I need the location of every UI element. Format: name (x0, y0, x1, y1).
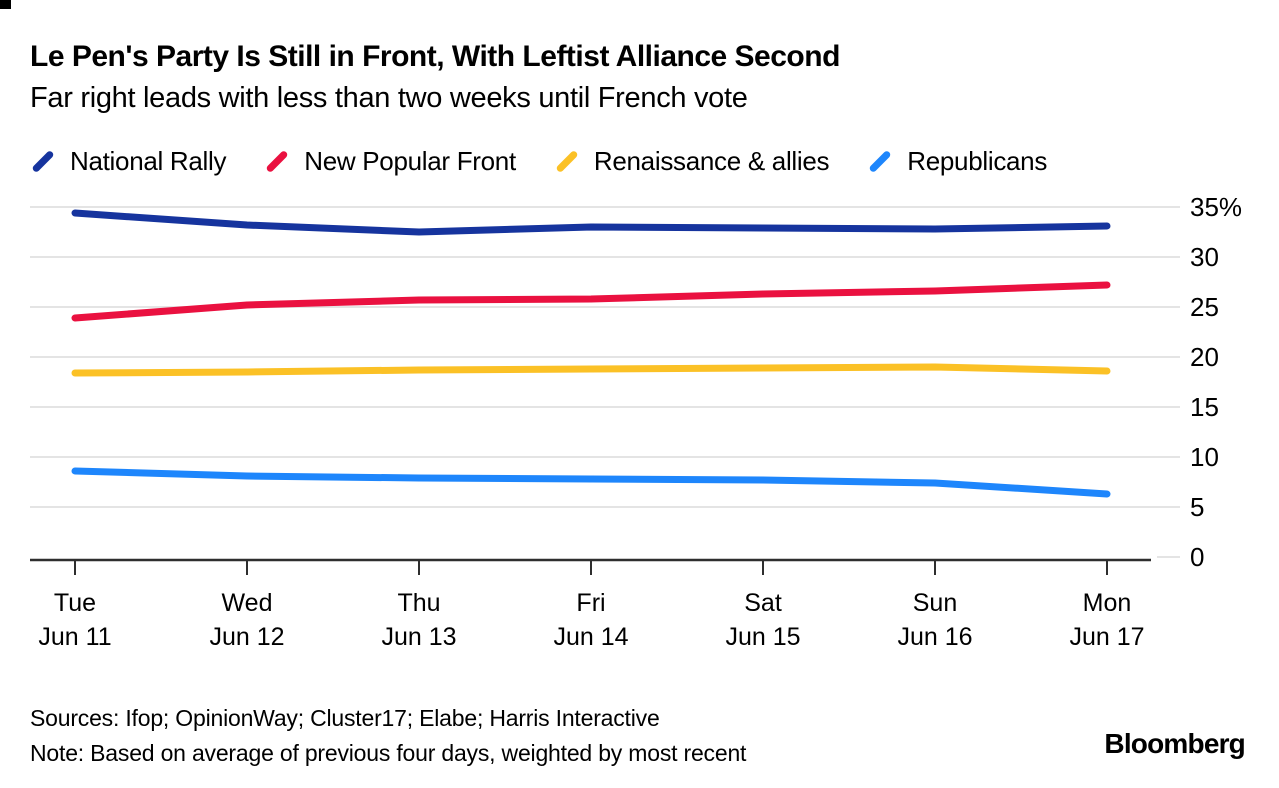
svg-text:Jun 16: Jun 16 (897, 623, 972, 651)
svg-text:Jun 15: Jun 15 (725, 623, 800, 651)
legend-item-republicans: Republicans (867, 146, 1047, 177)
svg-text:10: 10 (1190, 442, 1219, 472)
chart-subtitle: Far right leads with less than two weeks… (30, 82, 748, 114)
svg-text:Tue: Tue (54, 589, 96, 617)
svg-text:Fri: Fri (576, 589, 605, 617)
svg-text:Wed: Wed (222, 589, 273, 617)
svg-text:20: 20 (1190, 342, 1219, 372)
svg-text:5: 5 (1190, 492, 1204, 522)
svg-text:15: 15 (1190, 392, 1219, 422)
bloomberg-logo: Bloomberg (1104, 728, 1245, 759)
sources-text: Sources: Ifop; OpinionWay; Cluster17; El… (30, 705, 660, 731)
svg-text:0: 0 (1190, 542, 1204, 572)
svg-text:Mon: Mon (1083, 589, 1132, 617)
svg-text:Jun 17: Jun 17 (1069, 623, 1144, 651)
svg-text:Sun: Sun (913, 589, 957, 617)
svg-text:Jun 11: Jun 11 (38, 623, 111, 651)
svg-text:25: 25 (1190, 292, 1219, 322)
legend-item-renaissance: Renaissance & allies (554, 146, 830, 177)
chart-title: Le Pen's Party Is Still in Front, With L… (30, 40, 840, 73)
legend-item-national-rally: National Rally (30, 146, 227, 177)
corner-mark (0, 0, 11, 9)
svg-text:35%: 35% (1190, 192, 1242, 222)
svg-text:Thu: Thu (397, 589, 440, 617)
note-text: Note: Based on average of previous four … (30, 740, 747, 766)
legend-label: New Popular Front (304, 146, 516, 176)
legend-item-new-popular-front: New Popular Front (264, 146, 516, 177)
legend-label: Renaissance & allies (593, 146, 830, 176)
svg-text:Sat: Sat (744, 589, 782, 617)
legend: National Rally New Popular Front Renaiss… (30, 146, 1047, 177)
svg-text:Jun 13: Jun 13 (381, 623, 456, 651)
svg-text:Jun 12: Jun 12 (209, 623, 284, 651)
svg-text:Jun 14: Jun 14 (553, 623, 628, 651)
svg-text:30: 30 (1190, 242, 1219, 272)
legend-label: National Rally (70, 146, 227, 176)
legend-label: Republicans (907, 146, 1048, 176)
